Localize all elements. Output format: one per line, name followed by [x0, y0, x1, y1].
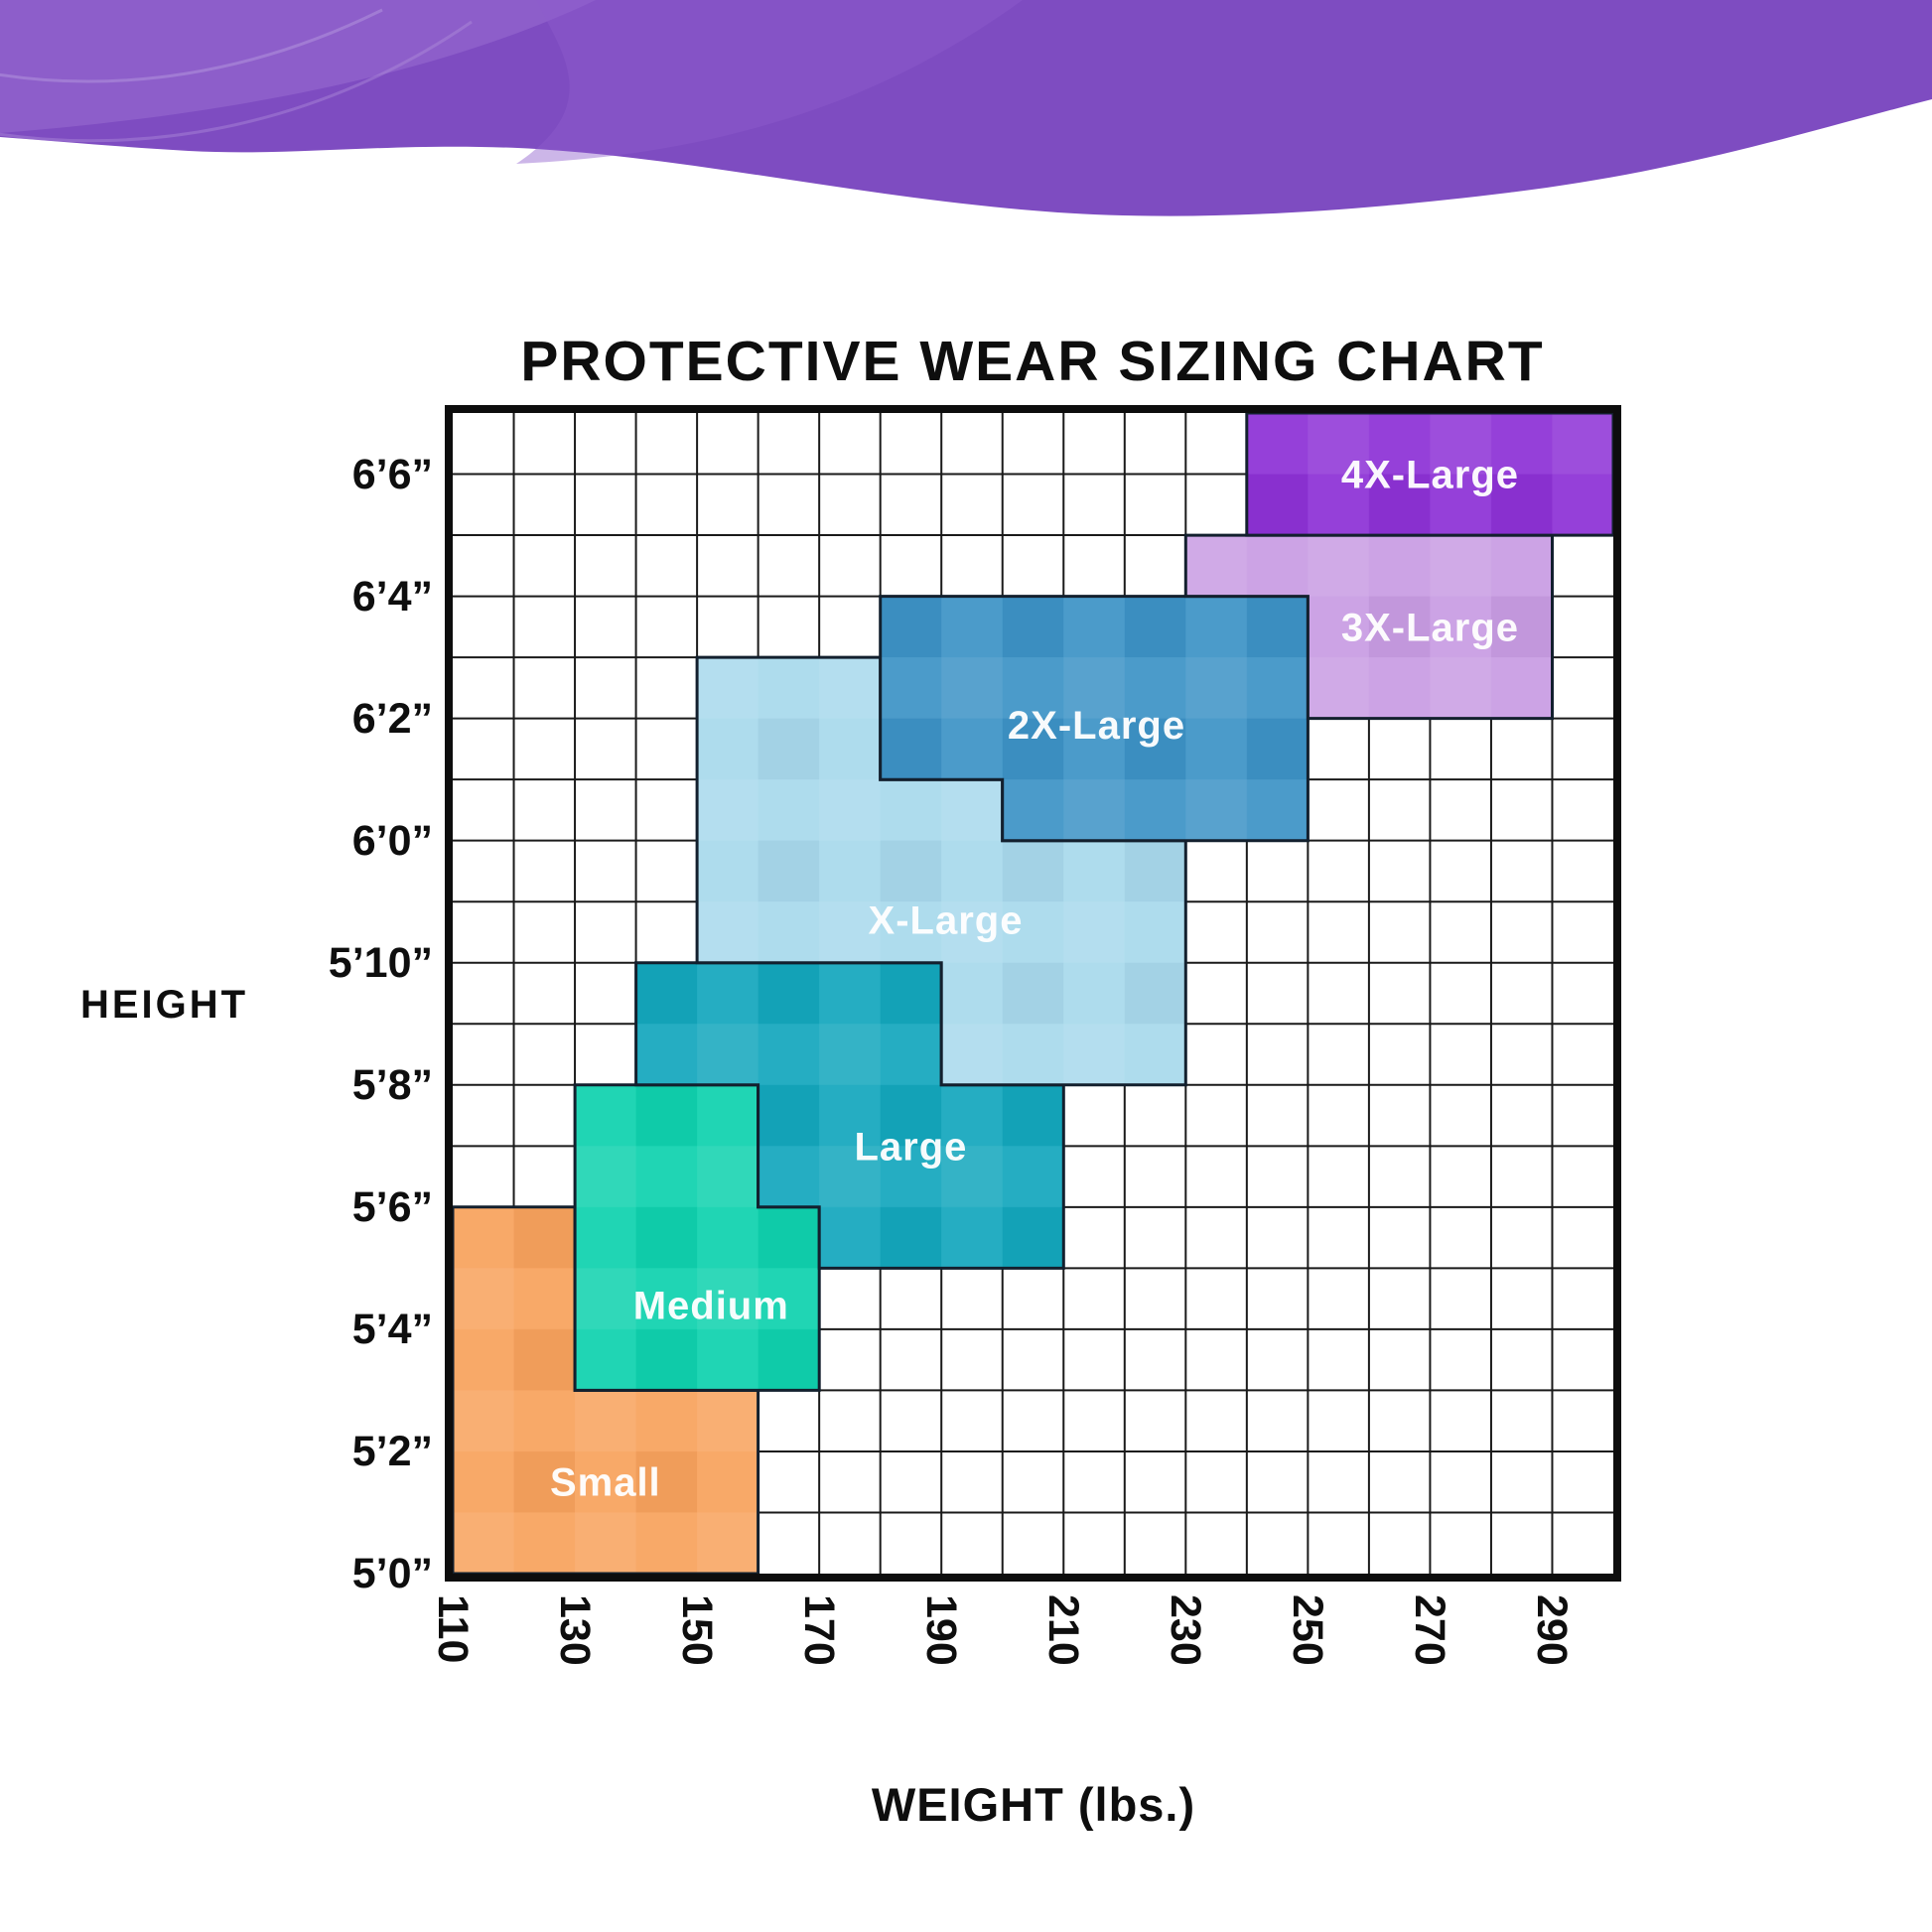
y-tick-label-5’10”: 5’10”	[328, 938, 433, 987]
x-tick-label-190: 190	[917, 1594, 966, 1666]
x-tick-label-290: 290	[1528, 1594, 1577, 1666]
y-tick-label-6’6”: 6’6”	[351, 450, 433, 498]
y-tick-label-5’0”: 5’0”	[351, 1550, 433, 1597]
sizing-chart-plot: Small Medium Large X-Large 2X-Large 3X-Large 4…	[451, 411, 1615, 1576]
x-axis-title: WEIGHT (lbs.)	[871, 1778, 1196, 1831]
x-tick-label-270: 270	[1406, 1594, 1454, 1666]
y-tick-label-5’2”: 5’2”	[351, 1427, 433, 1475]
y-tick-label-5’8”: 5’8”	[351, 1060, 433, 1109]
x-tick-label-110: 110	[429, 1594, 477, 1664]
wave-light-shape-1	[0, 0, 596, 133]
region-label-small: Small	[550, 1461, 661, 1505]
region-labels: Small Medium Large X-Large 2X-Large 3X-Large 4…	[550, 454, 1519, 1505]
header-wave	[0, 0, 1932, 216]
y-tick-label-6’4”: 6’4”	[351, 572, 433, 621]
x-tick-label-210: 210	[1039, 1594, 1088, 1666]
y-tick-label-6’0”: 6’0”	[351, 816, 433, 865]
x-tick-label-150: 150	[673, 1594, 722, 1666]
wave-arc-line-2	[0, 20, 473, 143]
region-label-3x-large: 3X-Large	[1341, 606, 1519, 649]
wave-light-shape-2	[516, 0, 1023, 164]
y-axis-title: HEIGHT	[79, 983, 249, 1027]
region-label-4x-large: 4X-Large	[1341, 454, 1519, 497]
x-tick-label-250: 250	[1284, 1594, 1332, 1666]
wave-arc-line-1	[0, 8, 383, 83]
size-regions	[451, 411, 1615, 1576]
wave-base-shape	[0, 0, 1932, 216]
plot-area: Small Medium Large X-Large 2X-Large 3X-Large 4…	[445, 405, 1621, 1582]
y-tick-label-5’4”: 5’4”	[351, 1305, 433, 1353]
region-label-large: Large	[854, 1125, 967, 1169]
x-tick-label-230: 230	[1162, 1594, 1210, 1666]
region-label-medium: Medium	[633, 1284, 789, 1327]
x-tick-label-130: 130	[551, 1594, 600, 1666]
y-tick-label-6’2”: 6’2”	[351, 694, 433, 743]
page-title: PROTECTIVE WEAR SIZING CHART	[520, 330, 1545, 393]
region-label-x-large: X-Large	[869, 899, 1024, 943]
x-tick-label-170: 170	[795, 1594, 844, 1666]
region-label-2x-large: 2X-Large	[1008, 704, 1185, 748]
y-tick-label-5’6”: 5’6”	[351, 1182, 433, 1231]
